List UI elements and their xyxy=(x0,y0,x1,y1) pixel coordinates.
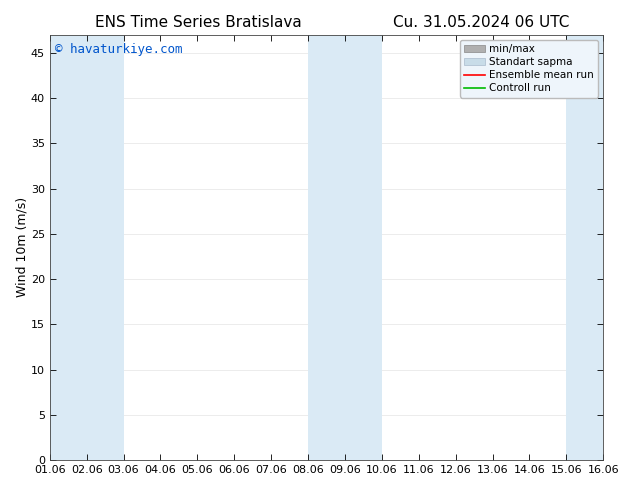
Text: ENS Time Series Bratislava: ENS Time Series Bratislava xyxy=(95,15,302,30)
Bar xyxy=(308,35,382,460)
Y-axis label: Wind 10m (m/s): Wind 10m (m/s) xyxy=(15,197,28,297)
Legend: min/max, Standart sapma, Ensemble mean run, Controll run: min/max, Standart sapma, Ensemble mean r… xyxy=(460,40,598,98)
Text: Cu. 31.05.2024 06 UTC: Cu. 31.05.2024 06 UTC xyxy=(393,15,569,30)
Text: © havaturkiye.com: © havaturkiye.com xyxy=(55,43,183,56)
Bar xyxy=(566,35,603,460)
Bar xyxy=(49,35,124,460)
